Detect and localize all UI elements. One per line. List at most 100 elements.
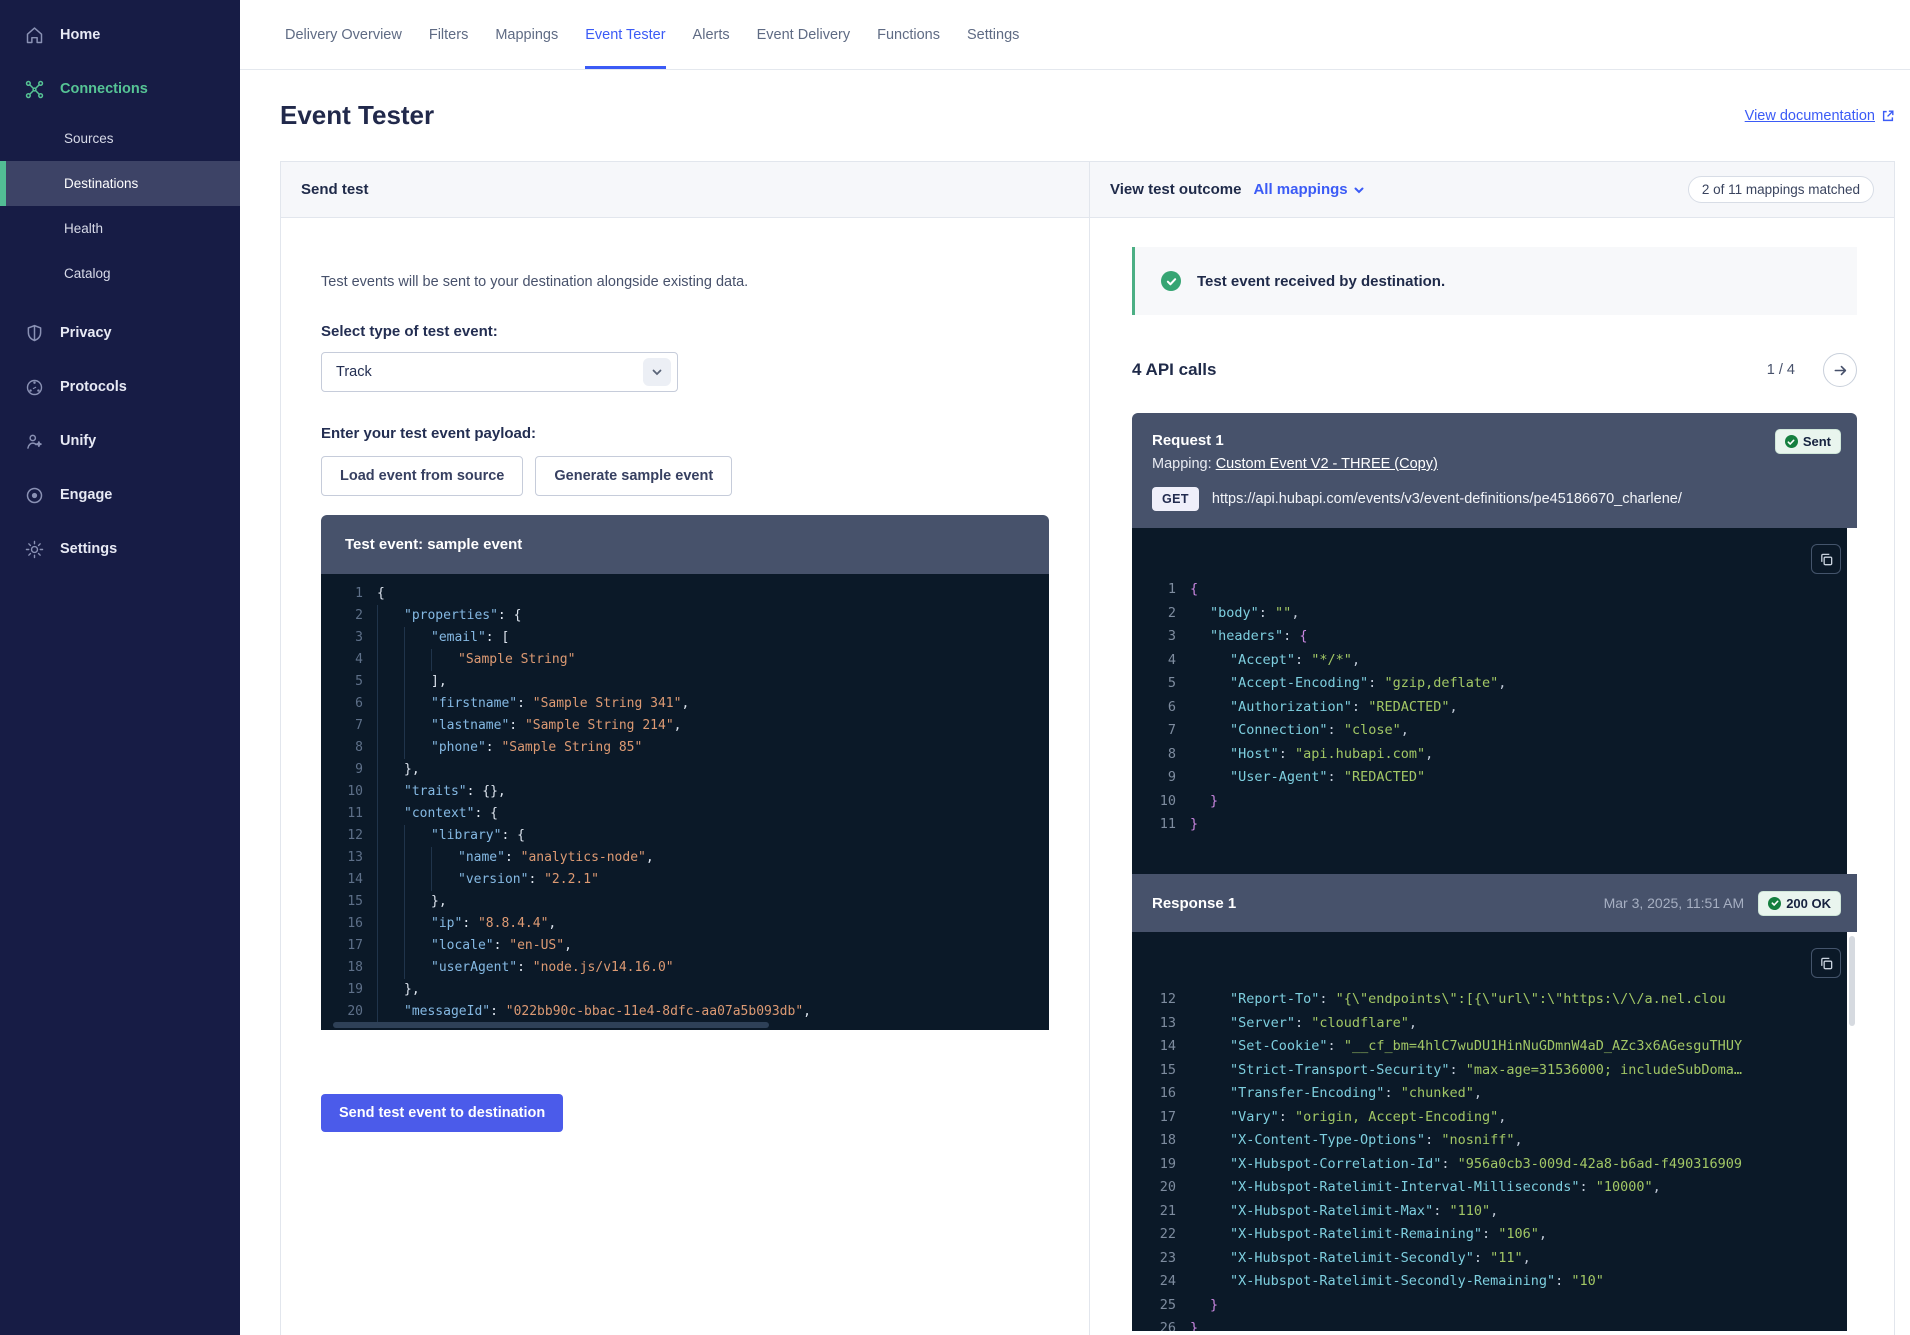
tab-delivery-overview[interactable]: Delivery Overview bbox=[285, 26, 402, 43]
sidebar-item-label: Health bbox=[64, 221, 104, 236]
code-text: "Authorization": "REDACTED", bbox=[1230, 698, 1458, 715]
tab-filters[interactable]: Filters bbox=[428, 26, 469, 43]
line-number: 19 bbox=[347, 982, 363, 997]
sidebar-item-settings[interactable]: Settings bbox=[0, 522, 240, 576]
request-header: Request 1 Sent Mapping: Custom Event V2 … bbox=[1132, 413, 1857, 528]
response-code-block[interactable]: 12 "Report-To": "{\"endpoints\":[{\"url\"… bbox=[1132, 932, 1857, 1331]
indent-guide bbox=[431, 649, 458, 671]
indent-guide bbox=[1190, 988, 1210, 1012]
view-documentation-link[interactable]: View documentation bbox=[1745, 108, 1895, 124]
tab-settings[interactable]: Settings bbox=[966, 26, 1020, 43]
generate-sample-button[interactable]: Generate sample event bbox=[535, 456, 733, 496]
indent-guide bbox=[1190, 1270, 1210, 1294]
sidebar-item-label: Settings bbox=[60, 541, 118, 557]
indent-guide bbox=[377, 913, 404, 935]
panels: Send test Test events will be sent to yo… bbox=[280, 161, 1895, 1335]
tab-event-delivery[interactable]: Event Delivery bbox=[756, 26, 851, 43]
indent-guide bbox=[1190, 1035, 1210, 1059]
indent-guide bbox=[404, 825, 431, 847]
code-line: 2 "properties": { bbox=[333, 605, 1049, 627]
indent-guide bbox=[1210, 1106, 1230, 1130]
sidebar-item-privacy[interactable]: Privacy bbox=[0, 306, 240, 360]
indent-guide bbox=[1210, 1153, 1230, 1177]
success-banner: Test event received by destination. bbox=[1132, 247, 1857, 315]
indent-guide bbox=[431, 847, 458, 869]
vertical-scrollbar[interactable] bbox=[1847, 528, 1857, 874]
sidebar-item-label: Privacy bbox=[60, 325, 112, 341]
payload-editor-code[interactable]: 1{2 "properties": {3 "email": [4 "Sample St… bbox=[321, 574, 1049, 1030]
event-type-select[interactable]: Track bbox=[321, 352, 678, 392]
mapping-link[interactable]: Custom Event V2 - THREE (Copy) bbox=[1215, 456, 1438, 472]
code-text: "Accept": "*/*", bbox=[1230, 651, 1361, 668]
check-circle-icon bbox=[1768, 896, 1782, 910]
copy-request-button[interactable] bbox=[1811, 544, 1841, 574]
sidebar-item-health[interactable]: Health bbox=[0, 206, 240, 251]
code-text: } bbox=[1190, 1320, 1199, 1331]
tab-functions[interactable]: Functions bbox=[877, 26, 940, 43]
sidebar-item-label: Engage bbox=[60, 487, 113, 503]
indent-guide bbox=[1190, 696, 1210, 720]
vertical-scrollbar[interactable] bbox=[1847, 932, 1857, 1331]
line-number: 5 bbox=[1167, 675, 1176, 691]
sidebar-item-sources[interactable]: Sources bbox=[0, 116, 240, 161]
indent-guide bbox=[1210, 1059, 1230, 1083]
line-number: 14 bbox=[1159, 1038, 1176, 1054]
tab-alerts[interactable]: Alerts bbox=[692, 26, 730, 43]
sidebar-item-label: Sources bbox=[64, 131, 114, 146]
indent-guide bbox=[404, 935, 431, 957]
sidebar-item-connections[interactable]: Connections bbox=[0, 62, 240, 116]
indent-guide bbox=[404, 627, 431, 649]
code-line: 6 "firstname": "Sample String 341", bbox=[333, 693, 1049, 715]
sidebar-item-home[interactable]: Home bbox=[0, 8, 240, 62]
api-calls-row: 4 API calls 1 / 4 bbox=[1132, 353, 1857, 387]
indent-guide bbox=[1210, 766, 1230, 790]
response-title: Response 1 bbox=[1152, 894, 1237, 912]
horizontal-scrollbar[interactable] bbox=[333, 1022, 1037, 1028]
tab-mappings[interactable]: Mappings bbox=[495, 26, 559, 43]
outcome-body: Test event received by destination. 4 AP… bbox=[1090, 218, 1894, 1335]
code-text: { bbox=[377, 586, 385, 601]
indent-guide bbox=[1190, 1294, 1210, 1318]
tab-event-tester[interactable]: Event Tester bbox=[585, 0, 666, 69]
chevron-down-icon bbox=[1354, 187, 1364, 193]
shield-icon bbox=[24, 323, 45, 344]
send-test-event-button[interactable]: Send test event to destination bbox=[321, 1094, 564, 1132]
indent-guide bbox=[1190, 1012, 1210, 1036]
outcome-title: View test outcome bbox=[1110, 181, 1242, 198]
mappings-filter-dropdown[interactable]: All mappings bbox=[1253, 181, 1364, 198]
code-line: 19}, bbox=[333, 979, 1049, 1001]
indent-guide bbox=[1190, 719, 1210, 743]
indent-guide bbox=[404, 847, 431, 869]
sidebar-item-catalog[interactable]: Catalog bbox=[0, 251, 240, 296]
line-number: 21 bbox=[1159, 1202, 1176, 1219]
code-line: 16 "ip": "8.8.4.4", bbox=[333, 913, 1049, 935]
indent-guide bbox=[1210, 988, 1230, 1012]
payload-label: Enter your test event payload: bbox=[321, 425, 537, 442]
sidebar-item-protocols[interactable]: Protocols bbox=[0, 360, 240, 414]
code-text: "userAgent": "node.js/v14.16.0" bbox=[431, 960, 674, 975]
sidebar-item-unify[interactable]: Unify bbox=[0, 414, 240, 468]
load-event-button[interactable]: Load event from source bbox=[321, 456, 524, 496]
scrollbar-thumb[interactable] bbox=[1849, 936, 1855, 1026]
request-code-block[interactable]: 1{2 "body": "", 3 "headers": {4 "Accept": "*… bbox=[1132, 528, 1857, 874]
indent-guide bbox=[1190, 1153, 1210, 1177]
indent-guide bbox=[377, 605, 404, 627]
indent-guide bbox=[404, 649, 431, 671]
code-line: 2 "body": "", bbox=[1146, 602, 1857, 626]
gear-icon bbox=[24, 539, 45, 560]
indent-guide bbox=[1210, 1223, 1230, 1247]
copy-response-button[interactable] bbox=[1811, 948, 1841, 978]
line-number: 13 bbox=[347, 850, 363, 865]
code-text: "properties": { bbox=[404, 608, 522, 623]
response-header: Response 1 Mar 3, 2025, 11:51 AM 200 OK bbox=[1132, 874, 1857, 932]
sidebar-item-destinations[interactable]: Destinations bbox=[0, 161, 240, 206]
send-test-title: Send test bbox=[301, 181, 369, 198]
code-line: 25} bbox=[1146, 1294, 1857, 1318]
sidebar-nav: Home Connections Sources Destinations Health… bbox=[0, 0, 240, 576]
code-line: 18 "userAgent": "node.js/v14.16.0" bbox=[333, 957, 1049, 979]
next-call-button[interactable] bbox=[1823, 353, 1857, 387]
code-line: 5 "Accept-Encoding": "gzip,deflate", bbox=[1146, 672, 1857, 696]
sidebar-item-engage[interactable]: Engage bbox=[0, 468, 240, 522]
request-title: Request 1 bbox=[1152, 432, 1224, 449]
indent-guide bbox=[377, 1001, 404, 1023]
